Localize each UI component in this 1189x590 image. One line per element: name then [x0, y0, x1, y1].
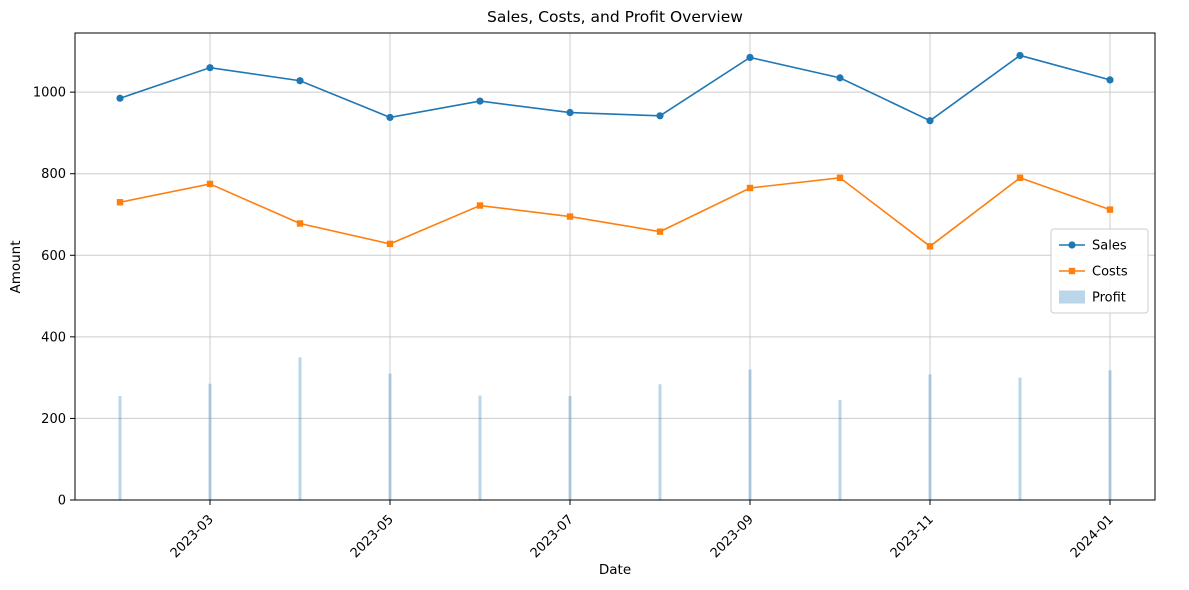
x-tick-label: 2024-01	[1068, 512, 1117, 561]
y-axis-label: Amount	[8, 240, 24, 293]
chart-title: Sales, Costs, and Profit Overview	[487, 8, 743, 26]
costs-marker	[206, 180, 214, 188]
legend-box	[1050, 228, 1149, 314]
profit-bar	[928, 374, 932, 500]
profit-bar	[208, 383, 212, 500]
sales-marker	[116, 94, 124, 102]
costs-marker	[746, 184, 754, 192]
profit-bar	[118, 395, 122, 500]
sales-marker	[656, 112, 664, 120]
costs-line	[119, 176, 1111, 248]
sales-marker	[296, 77, 304, 85]
costs-marker	[926, 243, 934, 250]
sales-marker	[386, 113, 394, 122]
costs-marker	[1016, 174, 1024, 181]
sales-marker	[926, 117, 934, 125]
costs-marker	[476, 202, 484, 209]
y-tick-label: 600	[41, 249, 66, 264]
profit-bar	[1108, 370, 1112, 500]
profit-bar	[748, 369, 752, 500]
axes-frame	[74, 32, 1156, 501]
profit-bar	[298, 357, 302, 500]
legend-marker	[1068, 241, 1076, 249]
costs-marker	[836, 174, 844, 181]
sales-marker	[476, 97, 484, 105]
x-tick-label: 2023-09	[708, 512, 757, 561]
legend-patch	[1059, 290, 1085, 304]
sales-marker	[1016, 51, 1024, 60]
legend-item-costs: Costs	[1059, 265, 1128, 280]
legend-item-sales: Sales	[1059, 239, 1127, 254]
legend-marker	[1068, 267, 1076, 275]
profit-bar	[568, 395, 572, 500]
y-tick-label: 800	[41, 167, 66, 182]
profit-bar	[478, 395, 482, 500]
sales-marker	[836, 74, 844, 82]
sales-marker	[566, 108, 574, 117]
x-tick-label: 2023-05	[348, 512, 397, 561]
y-tick-label: 1000	[33, 86, 66, 101]
costs-marker	[386, 240, 394, 248]
costs-marker	[566, 213, 574, 220]
sales-line	[119, 54, 1111, 122]
legend-item-profit: Profit	[1059, 290, 1126, 306]
x-tick-label: 2023-07	[528, 512, 577, 561]
legend-label: Costs	[1092, 265, 1128, 280]
profit-bar	[658, 384, 662, 500]
costs-marker	[116, 199, 124, 206]
y-tick-label: 0	[58, 494, 66, 509]
profit-bar	[1018, 377, 1022, 500]
x-tick-label: 2023-11	[888, 512, 937, 561]
plot-area: 0 200 400 600 800 1000 2023-03 2023-05 2023-07 20…	[33, 32, 1156, 561]
costs-marker	[296, 220, 304, 227]
y-tick-label: 200	[41, 412, 66, 427]
x-tick-label: 2023-03	[168, 512, 217, 561]
sales-marker	[1106, 76, 1114, 84]
profit-bar	[838, 400, 842, 500]
profit-bar	[388, 373, 392, 500]
sales-marker	[746, 53, 754, 62]
costs-marker	[656, 228, 664, 235]
x-axis-label: Date	[599, 562, 631, 578]
sales-marker	[206, 64, 214, 72]
costs-marker	[1106, 206, 1114, 213]
legend: Sales Costs Profit	[1050, 228, 1149, 314]
y-tick-label: 400	[41, 330, 66, 345]
legend-label: Profit	[1092, 291, 1126, 306]
legend-label: Sales	[1092, 239, 1127, 254]
